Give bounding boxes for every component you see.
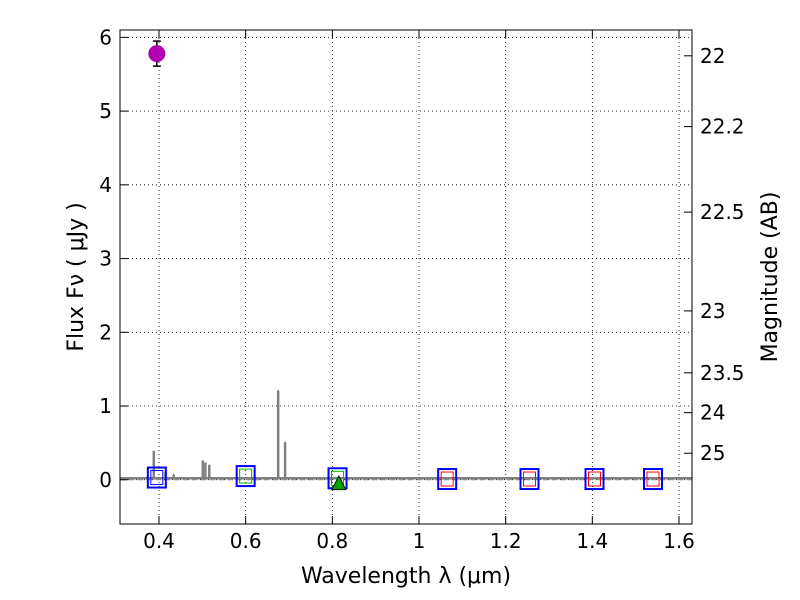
x-tick-label-4: 1.2 — [490, 529, 522, 553]
y-tick-label-3: 3 — [99, 247, 112, 271]
filter-box-0 — [146, 466, 167, 489]
x-tick-label-0: 0.4 — [143, 529, 175, 553]
y-tick-label-0: 0 — [99, 468, 112, 492]
magnitude-tick-label-6: 25 — [700, 441, 725, 465]
magnitude-tick-label-0: 22 — [700, 44, 725, 68]
y-axis-label: Flux Fν ( μJy ) — [64, 202, 89, 351]
y-tick-label-1: 1 — [99, 394, 112, 418]
filter-box-edge-4 — [519, 468, 540, 491]
x-tick-label-5: 1.4 — [576, 529, 608, 553]
plot-background — [120, 30, 692, 524]
filter-box-1 — [235, 465, 256, 488]
filter-box-5 — [584, 468, 605, 491]
y-tick-label-5: 5 — [99, 99, 112, 123]
plot-frame — [119, 29, 693, 525]
y-tick-label-4: 4 — [99, 173, 112, 197]
filter-box-edge-1 — [235, 465, 256, 488]
filter-box-edge-6 — [643, 468, 663, 491]
upper-limit-marker — [331, 474, 347, 491]
y-axis-right-label: Magnitude (AB) — [758, 192, 783, 363]
filter-box-edge-0 — [146, 466, 167, 489]
filter-box-inner-1 — [239, 468, 253, 484]
photometry-markers — [146, 40, 663, 491]
measurement-point — [148, 45, 166, 63]
x-tick-label-1: 0.6 — [230, 529, 262, 553]
filter-box-inner-4 — [523, 471, 536, 487]
filter-box-edge-5 — [584, 468, 605, 491]
x-axis-label: Wavelength λ (μm) — [301, 564, 511, 589]
grid-layer — [120, 30, 692, 524]
filter-box-inner-5 — [588, 471, 601, 487]
filter-box-inner-6 — [646, 471, 660, 487]
x-tick-label-3: 1 — [413, 529, 426, 553]
magnitude-tick-label-2: 22.5 — [700, 200, 745, 224]
y-tick-label-2: 2 — [99, 320, 112, 344]
x-tick-label-6: 1.6 — [663, 529, 695, 553]
magnitude-tick-label-4: 23.5 — [700, 361, 745, 385]
magnitude-tick-label-5: 24 — [700, 401, 725, 425]
filter-box-inner-3 — [440, 471, 454, 487]
y-tick-label-6: 6 — [99, 25, 112, 49]
filter-box-inner-0 — [150, 470, 164, 486]
filter-box-4 — [519, 468, 540, 491]
tick-layer: 0.4 0.6 0.8 1 1.2 1.4 1.601234562222.222.52323… — [99, 25, 744, 553]
filter-box-edge-3 — [437, 468, 458, 491]
magnitude-tick-label-3: 23 — [700, 299, 725, 323]
x-tick-label-2: 0.8 — [316, 529, 348, 553]
filter-box-3 — [437, 468, 458, 491]
filter-box-6 — [643, 468, 663, 491]
magnitude-tick-label-1: 22.2 — [700, 115, 745, 139]
